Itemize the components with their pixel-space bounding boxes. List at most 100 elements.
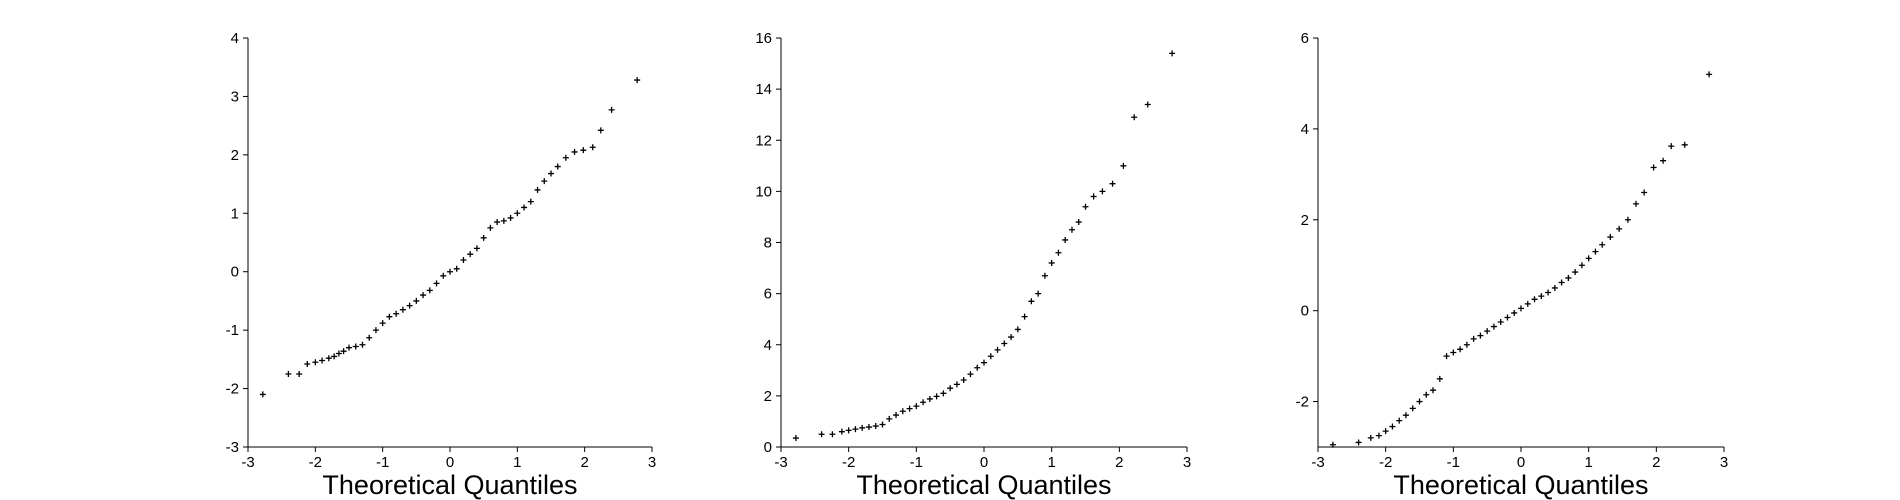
x-tick-label: 3 <box>1183 454 1191 471</box>
x-tick-label: 0 <box>446 454 454 471</box>
data-point <box>1641 189 1648 196</box>
data-point <box>879 421 886 428</box>
data-point <box>548 170 554 177</box>
data-point <box>379 320 386 327</box>
data-point <box>865 424 872 431</box>
qq-plot-panel-1: -3 -2 -1 0 1 2 3 -3 -2 -1 0 1 2 3 4 Theoretical Quantil… <box>226 30 657 500</box>
data-point <box>1572 269 1579 276</box>
data-point <box>467 251 474 258</box>
data-point <box>1409 405 1416 412</box>
data-point <box>926 395 933 402</box>
data-point <box>1055 249 1062 256</box>
data-point <box>1592 248 1599 255</box>
data-point <box>1416 398 1423 405</box>
data-point <box>527 198 534 205</box>
data-point <box>872 423 879 430</box>
data-point <box>1099 188 1106 195</box>
y-tick-label: -1 <box>226 322 239 339</box>
data-point <box>580 147 587 154</box>
data-point <box>487 224 494 231</box>
data-point <box>1041 272 1048 279</box>
data-point <box>1504 314 1511 321</box>
data-point <box>1624 216 1631 223</box>
data-point <box>940 390 947 397</box>
data-point <box>426 287 433 294</box>
x-axis-label: Theoretical Quantiles <box>322 470 577 500</box>
data-point <box>1450 349 1457 356</box>
data-point <box>562 154 569 161</box>
data-point <box>413 297 420 304</box>
data-point <box>325 355 332 362</box>
x-tick-label: 3 <box>1720 454 1728 471</box>
data-point <box>393 310 400 317</box>
data-point <box>1578 262 1585 269</box>
data-point <box>838 428 845 435</box>
data-point <box>1633 200 1640 207</box>
data-point <box>1463 341 1470 348</box>
data-point <box>1681 141 1688 148</box>
y-tick-label: 10 <box>755 183 772 200</box>
data-point <box>440 272 447 279</box>
data-point <box>899 408 906 415</box>
data-point <box>852 426 859 433</box>
data-point <box>967 371 974 378</box>
x-tick-label: -2 <box>309 454 322 471</box>
data-point <box>893 412 900 419</box>
data-point <box>1014 326 1021 333</box>
data-point <box>1075 219 1082 226</box>
data-point <box>480 234 487 241</box>
data-point <box>1001 340 1008 347</box>
y-tick-label: -3 <box>226 439 239 456</box>
y-tick-label: 2 <box>1301 212 1309 229</box>
data-point <box>494 219 501 226</box>
data-point <box>1382 428 1389 435</box>
data-point <box>507 214 514 221</box>
data-point <box>331 353 338 360</box>
data-point <box>1599 241 1606 248</box>
data-point <box>541 178 548 185</box>
y-tick-label: 16 <box>755 30 772 47</box>
data-point <box>521 204 528 211</box>
data-point <box>352 343 359 350</box>
data-point <box>447 268 453 275</box>
x-tick-label: 3 <box>648 454 656 471</box>
data-point <box>1169 50 1176 57</box>
data-point <box>1035 290 1042 297</box>
data-point <box>1616 225 1623 232</box>
data-point <box>534 186 541 193</box>
data-point <box>974 364 981 371</box>
y-tick-label: 1 <box>231 205 239 222</box>
data-point <box>1367 434 1374 441</box>
y-tick-label: 6 <box>1301 30 1309 47</box>
data-point <box>1028 298 1035 305</box>
data-point <box>1389 423 1396 430</box>
data-point <box>1524 300 1531 307</box>
x-tick-label: -2 <box>1379 454 1392 471</box>
data-point <box>386 313 393 320</box>
x-tick-label: -1 <box>910 454 923 471</box>
data-point <box>453 265 460 272</box>
data-point <box>1470 335 1477 342</box>
data-point <box>433 280 440 287</box>
data-point <box>346 344 352 351</box>
x-tick-label: 2 <box>1115 454 1123 471</box>
data-point <box>1436 375 1443 382</box>
data-point <box>473 245 480 252</box>
y-tick-label: 0 <box>1301 303 1309 320</box>
data-point <box>1497 319 1504 326</box>
data-point <box>399 306 406 313</box>
data-point <box>1660 157 1667 164</box>
data-point <box>960 377 967 384</box>
y-tick-label: 12 <box>755 132 772 149</box>
data-point <box>420 292 427 299</box>
data-point <box>335 350 342 357</box>
data-point <box>1355 439 1362 446</box>
data-point <box>372 327 379 334</box>
x-tick-label: 2 <box>580 454 588 471</box>
data-point <box>1558 279 1565 286</box>
data-point <box>1565 274 1572 281</box>
data-point <box>1068 226 1075 233</box>
data-point <box>1585 255 1592 262</box>
